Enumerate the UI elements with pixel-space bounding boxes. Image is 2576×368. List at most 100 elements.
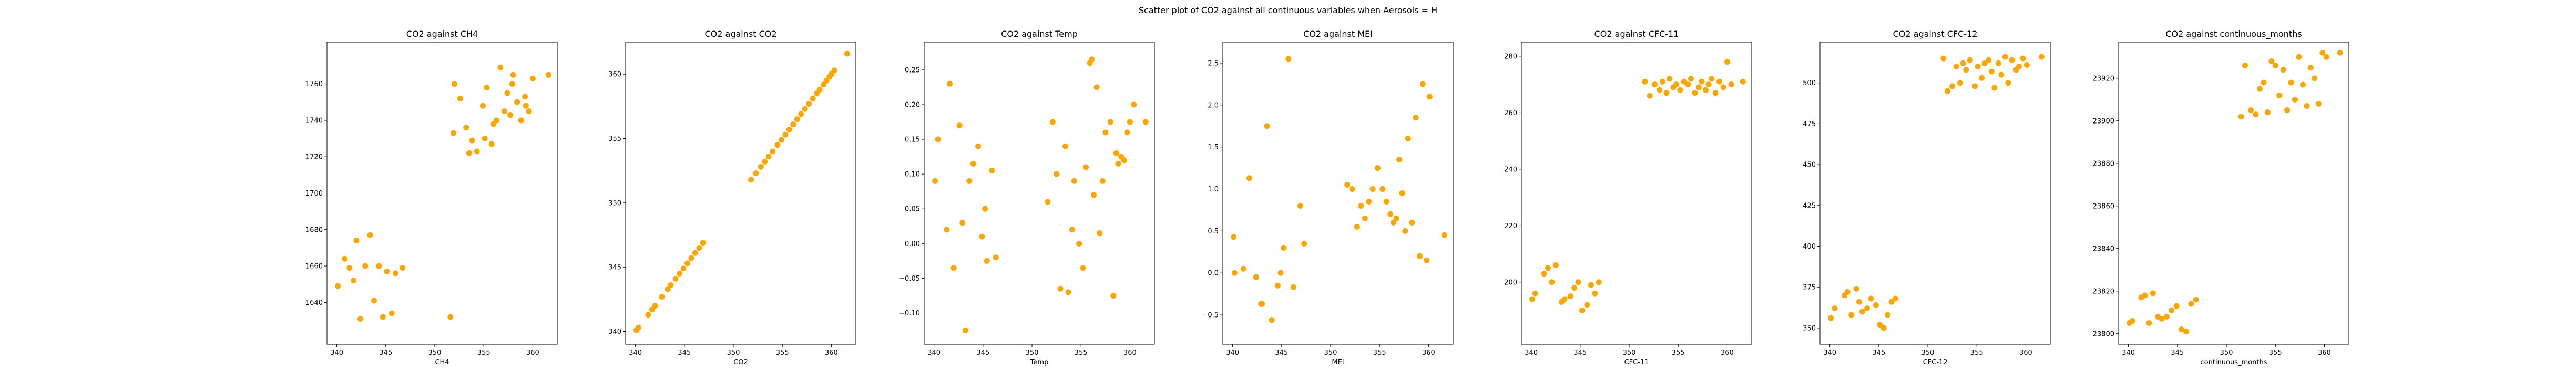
data-point [1396,157,1402,163]
data-point [1417,253,1423,259]
data-point [1529,296,1535,302]
data-point [451,81,457,87]
y-tick-label: 2.0 [1208,101,1219,109]
data-point [2002,54,2008,60]
y-tick-label: 23860 [2093,202,2114,210]
data-point [2304,103,2310,109]
data-point [806,100,812,107]
x-axis-label: CH4 [435,359,449,366]
data-point [782,131,789,138]
data-point [1880,325,1887,331]
data-point [1998,71,2005,78]
data-point [1379,186,1386,192]
data-point [1549,279,1555,285]
data-point [529,75,536,81]
y-tick-label: 500 [1803,79,1816,87]
y-tick-label: 23820 [2093,288,2114,295]
x-tick-label: 355 [1970,349,1984,357]
x-axis-label: CFC-11 [1624,359,1649,366]
x-tick-label: 355 [477,349,490,357]
x-tick-label: 340 [2122,349,2135,357]
data-point [1240,265,1246,272]
data-point [956,122,963,129]
data-point [2188,301,2194,307]
data-point [469,137,475,144]
data-point [758,163,764,170]
data-point [794,116,800,122]
data-point [2142,292,2148,299]
data-point [2009,57,2015,63]
data-point [1868,295,1874,302]
x-tick-label: 355 [776,349,789,357]
y-tick-label: 0.10 [905,171,920,179]
data-point [376,263,382,269]
data-point [1971,83,1978,89]
data-point [353,238,360,244]
data-point [1121,157,1127,163]
data-point [1991,85,1998,91]
data-point [668,282,674,288]
x-tick-label: 360 [825,349,838,357]
data-point [2315,100,2322,107]
data-point [1944,88,1950,94]
data-point [989,168,995,174]
data-point [490,121,497,127]
y-tick-label: 1680 [305,226,323,234]
data-point [774,142,781,148]
x-axis-label: CFC-12 [1923,359,1948,366]
y-tick-label: 0.0 [1208,270,1219,278]
data-point [2038,54,2045,60]
subplot-4: CO2 against MEI 340 345 350 355 360 −0.5 0.0 0.5… [1202,29,1454,366]
data-point [1115,160,1121,167]
data-point [1716,78,1722,85]
y-tick-label: 0.05 [905,206,920,213]
data-point [1253,274,1259,280]
subplot-title: CO2 against CO2 [704,29,776,39]
data-point [1702,87,1709,93]
data-point [1699,78,1705,85]
data-point [346,265,353,271]
data-point [753,170,759,177]
subplot-3: CO2 against Temp 340 345 350 355 360 −0.10 −0.0… [899,29,1155,366]
data-point [2016,64,2022,70]
data-point [1864,305,1870,312]
data-point [1301,240,1307,247]
y-tick-label: 220 [1504,222,1517,230]
x-tick-label: 350 [727,349,740,357]
x-tick-label: 355 [1672,349,1685,357]
data-point [1856,299,1863,305]
data-point [1413,115,1419,121]
y-tick-label: 23880 [2093,160,2114,168]
data-point [1281,244,1287,251]
data-point [790,121,796,128]
data-point [970,160,976,167]
x-tick-label: 340 [330,349,343,357]
data-point [652,303,658,309]
data-point [2146,320,2152,326]
data-point [523,103,529,109]
data-point [659,293,665,300]
data-point [447,314,454,320]
data-point [1246,175,1252,181]
data-point [1277,270,1284,276]
data-point [946,80,953,87]
data-point [1390,219,1396,226]
data-point [1877,322,1883,328]
data-point [1102,129,1109,136]
data-point [762,159,768,165]
x-tick-label: 345 [678,349,691,357]
y-tick-label: 0.20 [905,101,920,109]
data-point [1848,312,1855,318]
data-point [2307,65,2314,71]
data-point [688,255,694,261]
data-point [1441,232,1447,238]
subplot-title: CO2 against CFC-11 [1594,29,1679,39]
y-tick-label: 240 [1504,166,1517,173]
data-point [1828,315,1834,321]
data-point [2284,107,2291,114]
data-point [2163,313,2170,320]
data-point [692,250,698,256]
data-point [962,328,968,334]
data-point [1127,119,1133,125]
